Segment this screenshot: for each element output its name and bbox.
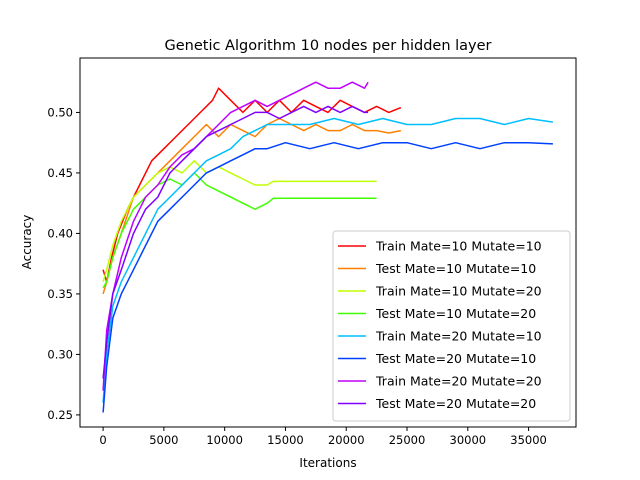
legend-label: Test Mate=10 Mutate=20 [375,306,536,321]
legend-label: Test Mate=20 Mutate=20 [375,396,536,411]
series-line-7 [102,81,369,391]
legend-label: Train Mate=10 Mutate=10 [375,239,542,254]
x-tick-label: 20000 [328,433,365,447]
legend-label: Train Mate=20 Mutate=10 [375,329,542,344]
x-axis-label: Iterations [299,456,356,470]
plot-area [102,81,554,413]
legend-label: Train Mate=20 Mutate=20 [375,374,542,389]
plot-frame [79,57,577,428]
series-line-6 [102,141,553,413]
series-line-8 [102,105,369,379]
series-line-5 [102,117,554,403]
legend-label: Test Mate=10 Mutate=10 [375,261,536,276]
y-tick-label: 0.30 [47,347,73,361]
legend-label: Test Mate=20 Mutate=10 [375,351,536,366]
x-tick-label: 10000 [206,433,243,447]
legend-label: Train Mate=10 Mutate=20 [375,284,542,299]
x-tick-label: 25000 [389,433,426,447]
x-tick-label: 35000 [510,433,547,447]
x-tick-label: 15000 [267,433,304,447]
y-tick-label: 0.50 [47,105,73,119]
legend-box [332,230,571,422]
series-line-4 [102,172,377,289]
axis-ticks: 0 5000 10000 15000 20000 25000 30000 35000 0.25 0… [47,105,546,447]
legend: Train Mate=10 Mutate=10 Test Mate=10 Muta… [332,230,571,422]
x-tick-label: 0 [99,433,106,447]
y-axis-label: Accuracy [20,215,34,270]
y-tick-label: 0.40 [47,226,73,240]
y-tick-label: 0.25 [47,408,73,422]
chart-title: Genetic Algorithm 10 nodes per hidden la… [164,38,491,54]
x-tick-label: 5000 [149,433,178,447]
y-tick-label: 0.45 [47,166,73,180]
y-tick-label: 0.35 [47,287,73,301]
x-tick-label: 30000 [450,433,487,447]
